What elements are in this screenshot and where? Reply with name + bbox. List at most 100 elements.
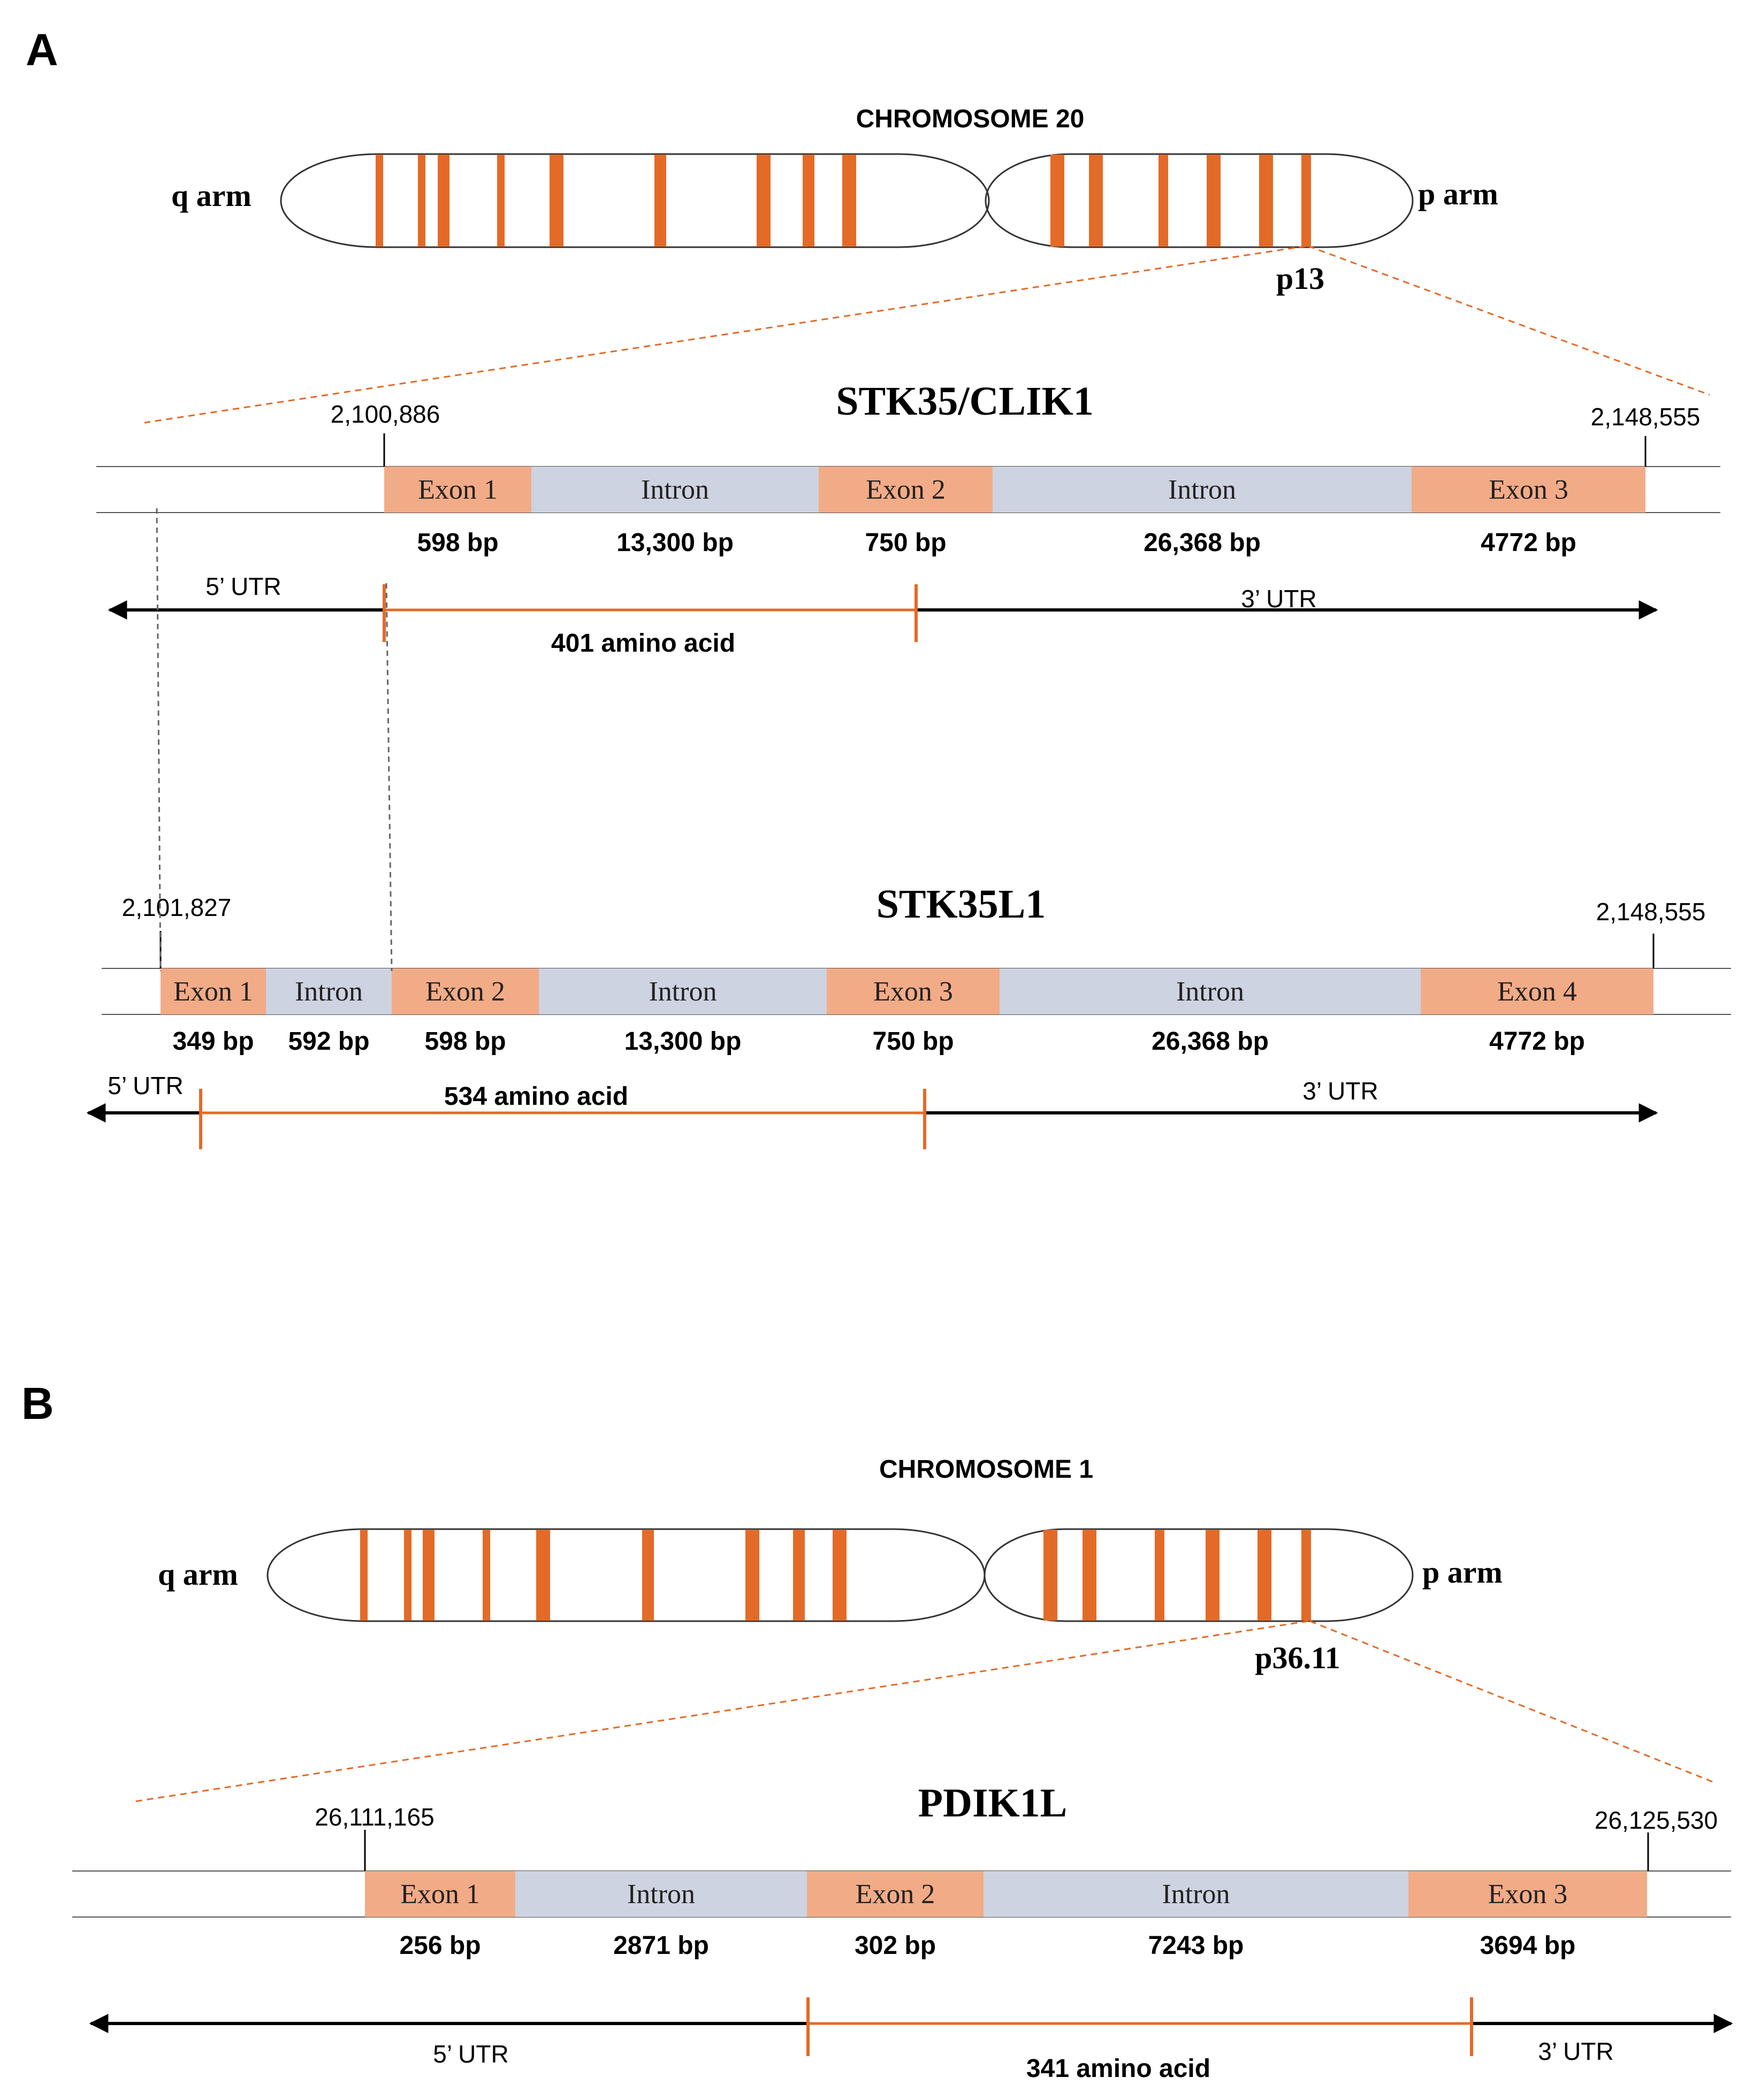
exon-segment <box>807 1871 984 1917</box>
segment-size-label: 7243 bp <box>1148 1931 1244 1960</box>
chr20-q-arm-label: q arm <box>171 178 251 213</box>
zoom-guide-right <box>1308 245 1710 396</box>
chr1-band <box>404 1530 411 1621</box>
gene-stk35l1: STK35L1 Exon 1 349 bp Intron 592 bp Exon 2 598… <box>86 882 1731 1149</box>
chr20-band <box>438 155 449 247</box>
exon-segment <box>827 968 1000 1014</box>
intron-segment <box>539 968 827 1014</box>
intron-label: Intron <box>1176 976 1244 1007</box>
utr5-label: 5’ UTR <box>205 572 281 600</box>
exon-segment <box>384 467 531 513</box>
exon-segment <box>1412 467 1645 513</box>
chr1-q-arm-label: q arm <box>158 1557 238 1592</box>
chr20-p-arm-label: p arm <box>1418 177 1498 211</box>
end-coordinate: 26,125,530 <box>1595 1806 1718 1834</box>
segment-size-label: 256 bp <box>399 1931 481 1960</box>
chr20-band <box>1089 155 1103 247</box>
exon-label: Exon 1 <box>173 976 253 1007</box>
chr20-band <box>654 155 666 247</box>
exon-label: Exon 3 <box>873 976 953 1007</box>
start-coordinate: 26,111,165 <box>315 1803 434 1831</box>
segment-size-label: 4772 bp <box>1489 1027 1585 1056</box>
exon-segment <box>1421 968 1653 1014</box>
chr20-band <box>757 155 771 247</box>
chr20-band-label-p13: p13 <box>1276 261 1324 296</box>
exon-segment <box>365 1871 515 1917</box>
segment-size-label: 26,368 bp <box>1152 1027 1269 1056</box>
chr20-band <box>376 155 383 247</box>
chr1-band <box>483 1530 490 1621</box>
zoom-guide-left <box>144 245 1306 424</box>
chr20-band <box>1207 155 1221 247</box>
segment-size-label: 750 bp <box>872 1027 954 1056</box>
chr20-band <box>1259 155 1273 247</box>
segment-size-label: 3694 bp <box>1480 1931 1576 1960</box>
chr1-band <box>745 1530 759 1621</box>
zoom-guide-right-b <box>1309 1620 1713 1783</box>
chr20-band <box>550 155 563 247</box>
gene-name: STK35L1 <box>876 882 1046 927</box>
exon-segment <box>161 968 266 1014</box>
segment-size-label: 4772 bp <box>1481 529 1576 557</box>
intron-segment <box>266 968 392 1014</box>
chr1-band <box>833 1530 847 1621</box>
panel-a-label: A <box>26 25 58 75</box>
exon-label: Exon 4 <box>1497 976 1577 1007</box>
intron-label: Intron <box>1168 475 1236 505</box>
intron-label: Intron <box>641 475 709 505</box>
exon-label: Exon 2 <box>425 976 505 1007</box>
chr1-q-arm <box>266 1528 986 1622</box>
chr1-p-arm-label: p arm <box>1422 1555 1503 1590</box>
chr1-band <box>642 1530 654 1621</box>
exon-label: Exon 2 <box>866 475 946 505</box>
segment-size-label: 750 bp <box>865 529 946 557</box>
chr20-band <box>842 155 856 247</box>
segment-size-label: 592 bp <box>288 1027 369 1056</box>
exon2-alignment-line <box>385 583 393 972</box>
exon-label: Exon 1 <box>418 475 498 505</box>
chr1-band <box>1083 1530 1096 1621</box>
end-coordinate: 2,148,555 <box>1591 403 1701 431</box>
chr20-band <box>1301 155 1311 247</box>
start-coordinate: 2,101,827 <box>122 894 232 921</box>
chr1-band <box>423 1530 435 1621</box>
chromosome-20-title: CHROMOSOME 20 <box>856 105 1085 133</box>
utr5-label: 5’ UTR <box>433 2040 508 2068</box>
gene-pdik1l: PDIK1L Exon 1 256 bp Intron 2871 bp Exon 2 302… <box>72 1781 1733 2083</box>
segment-size-label: 598 bp <box>424 1027 506 1056</box>
gene-name: STK35/CLIK1 <box>836 379 1093 424</box>
chr1-band <box>360 1530 368 1621</box>
chr20-band <box>1158 155 1168 247</box>
coding-length-label: 534 amino acid <box>444 1082 628 1111</box>
intron-label: Intron <box>295 976 363 1007</box>
chromosome-20 <box>280 153 1414 248</box>
chr1-band <box>1155 1530 1164 1621</box>
coding-length-label: 401 amino acid <box>551 629 735 658</box>
coding-length-label: 341 amino acid <box>1026 2055 1210 2083</box>
gene-stk35-clik1: STK35/CLIK1 Exon 1 598 bp Intron 13,300 bp Ex… <box>96 379 1720 658</box>
exon-segment <box>819 467 993 513</box>
exon1-alignment-line <box>156 508 162 972</box>
chr20-p-arm <box>985 153 1414 248</box>
segment-size-label: 13,300 bp <box>616 529 734 557</box>
end-coordinate: 2,148,555 <box>1596 898 1706 926</box>
panel-b-label: B <box>21 1378 54 1429</box>
utr3-label: 3’ UTR <box>1302 1077 1378 1105</box>
utr3-label: 3’ UTR <box>1241 585 1316 613</box>
gene-name: PDIK1L <box>918 1781 1068 1826</box>
exon-label: Exon 2 <box>856 1879 935 1910</box>
utr3-label: 3’ UTR <box>1538 2037 1613 2065</box>
utr5-label: 5’ UTR <box>108 1072 183 1099</box>
intron-label: Intron <box>649 976 717 1007</box>
segment-size-label: 13,300 bp <box>624 1027 742 1056</box>
segment-size-label: 26,368 bp <box>1144 529 1261 557</box>
exon-label: Exon 3 <box>1488 1879 1568 1910</box>
intron-segment <box>993 467 1412 513</box>
chr1-band <box>793 1530 805 1621</box>
chromosome-1 <box>266 1528 1414 1622</box>
intron-label: Intron <box>1162 1879 1230 1910</box>
exon-label: Exon 3 <box>1489 475 1568 505</box>
intron-segment <box>531 467 819 513</box>
